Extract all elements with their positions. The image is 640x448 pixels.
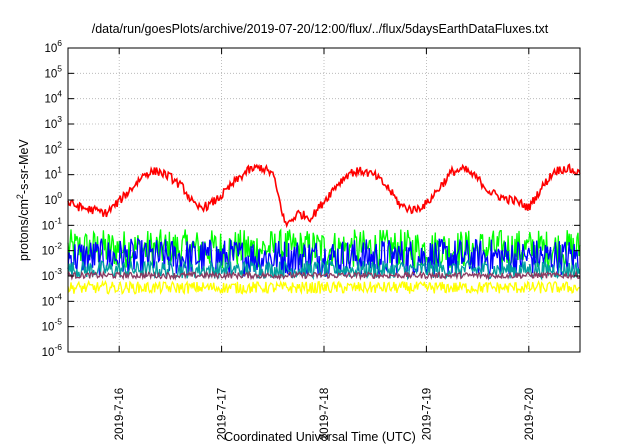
x-tick-label: 2019-7-16 xyxy=(114,388,126,440)
y-tick-label: 100 xyxy=(44,190,62,207)
y-tick-label: 103 xyxy=(44,114,62,131)
flux-series-red xyxy=(67,163,581,229)
x-tick-label: 2019-7-17 xyxy=(217,388,229,440)
x-axis-label: Coordinated Universal Time (UTC) xyxy=(224,430,416,444)
x-tick-label: 2019-7-18 xyxy=(319,388,331,440)
x-tick-label: 2019-7-19 xyxy=(421,388,433,440)
y-tick-label: 104 xyxy=(44,89,62,106)
grid-lines xyxy=(68,48,580,352)
chart-title: /data/run/goesPlots/archive/2019-07-20/1… xyxy=(91,22,549,36)
y-axis-ticks: 10-6 10-5 10-4 10-3 10-2 10-1 100 101 102 103 104 1… xyxy=(42,38,580,359)
series-layer xyxy=(67,163,581,296)
y-tick-label: 10-5 xyxy=(42,317,63,334)
flux-series-3 xyxy=(67,258,581,281)
y-tick-label: 102 xyxy=(44,139,62,156)
y-axis-label: protons/cm2-s-sr-MeV xyxy=(14,139,32,261)
y-tick-label: 10-3 xyxy=(42,266,63,283)
y-tick-label: 10-2 xyxy=(42,241,63,258)
y-tick-label: 10-1 xyxy=(42,215,63,232)
y-tick-label: 10-6 xyxy=(42,342,63,359)
flux-series-5 xyxy=(67,279,581,296)
flux-series-4 xyxy=(67,270,581,281)
y-tick-label: 101 xyxy=(44,165,62,182)
y-tick-label: 10-4 xyxy=(42,291,63,308)
y-tick-label: 105 xyxy=(44,63,62,80)
y-tick-label: 106 xyxy=(44,38,62,55)
x-axis-ticks: 2019-7-16 2019-7-17 2019-7-18 2019-7-19 2019… xyxy=(114,48,536,440)
x-tick-label: 2019-7-20 xyxy=(524,388,536,440)
